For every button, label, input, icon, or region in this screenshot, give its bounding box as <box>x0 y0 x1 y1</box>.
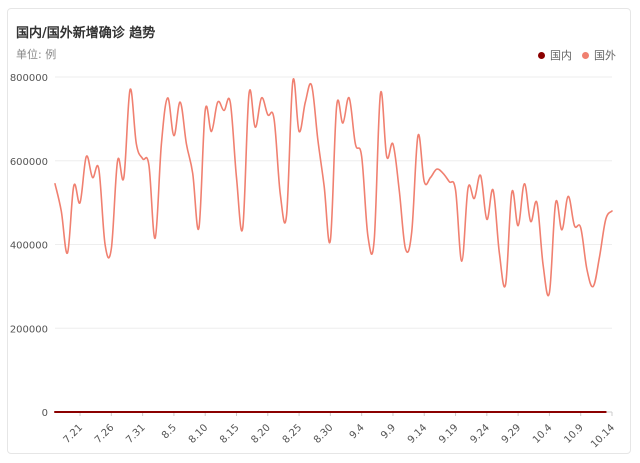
x-tick-label: 9.19 <box>437 422 461 446</box>
x-tick-label: 9.14 <box>406 422 430 446</box>
x-tick-label: 8.5 <box>160 422 179 441</box>
x-tick-label: 8.20 <box>249 422 273 446</box>
y-tick-label: 0 <box>42 408 48 419</box>
x-tick-label: 8.25 <box>281 422 305 446</box>
chart-card: 国内/国外新增确诊 趋势 单位: 例 国内 国外 <box>7 8 631 454</box>
legend-marker-domestic <box>538 51 545 59</box>
y-tick-label: 600000 <box>10 157 48 168</box>
x-tick-label: 9.4 <box>348 422 367 441</box>
legend-label-foreign: 国外 <box>594 49 616 62</box>
legend-label-domestic: 国内 <box>550 49 572 62</box>
x-tick-label: 10.4 <box>531 422 555 446</box>
x-tick-label: 8.15 <box>218 422 242 446</box>
x-tick-label: 9.9 <box>379 422 398 441</box>
legend-marker-foreign <box>582 51 589 59</box>
series-line-foreign <box>54 78 613 297</box>
x-tick-label: 8.30 <box>312 422 336 446</box>
x-tick-label: 10.9 <box>562 422 586 446</box>
y-tick-label: 200000 <box>10 324 48 335</box>
chart-legend: 国内 国外 <box>528 47 616 63</box>
x-tick-label: 10.14 <box>589 422 617 450</box>
chart-title: 国内/国外新增确诊 趋势 <box>16 26 156 41</box>
y-tick-label: 800000 <box>10 73 48 84</box>
x-tick-label: 7.21 <box>62 422 86 446</box>
y-tick-label: 400000 <box>10 241 48 252</box>
unit-label: 单位: 例 <box>16 48 57 61</box>
x-tick-label: 8.10 <box>187 422 211 446</box>
x-tick-label: 7.26 <box>93 422 117 446</box>
x-tick-label: 9.29 <box>500 422 524 446</box>
legend-item-domestic[interactable]: 国内 <box>538 47 572 63</box>
x-tick-label: 9.24 <box>468 422 492 446</box>
legend-item-foreign[interactable]: 国外 <box>582 47 616 63</box>
x-tick-label: 7.31 <box>124 422 148 446</box>
